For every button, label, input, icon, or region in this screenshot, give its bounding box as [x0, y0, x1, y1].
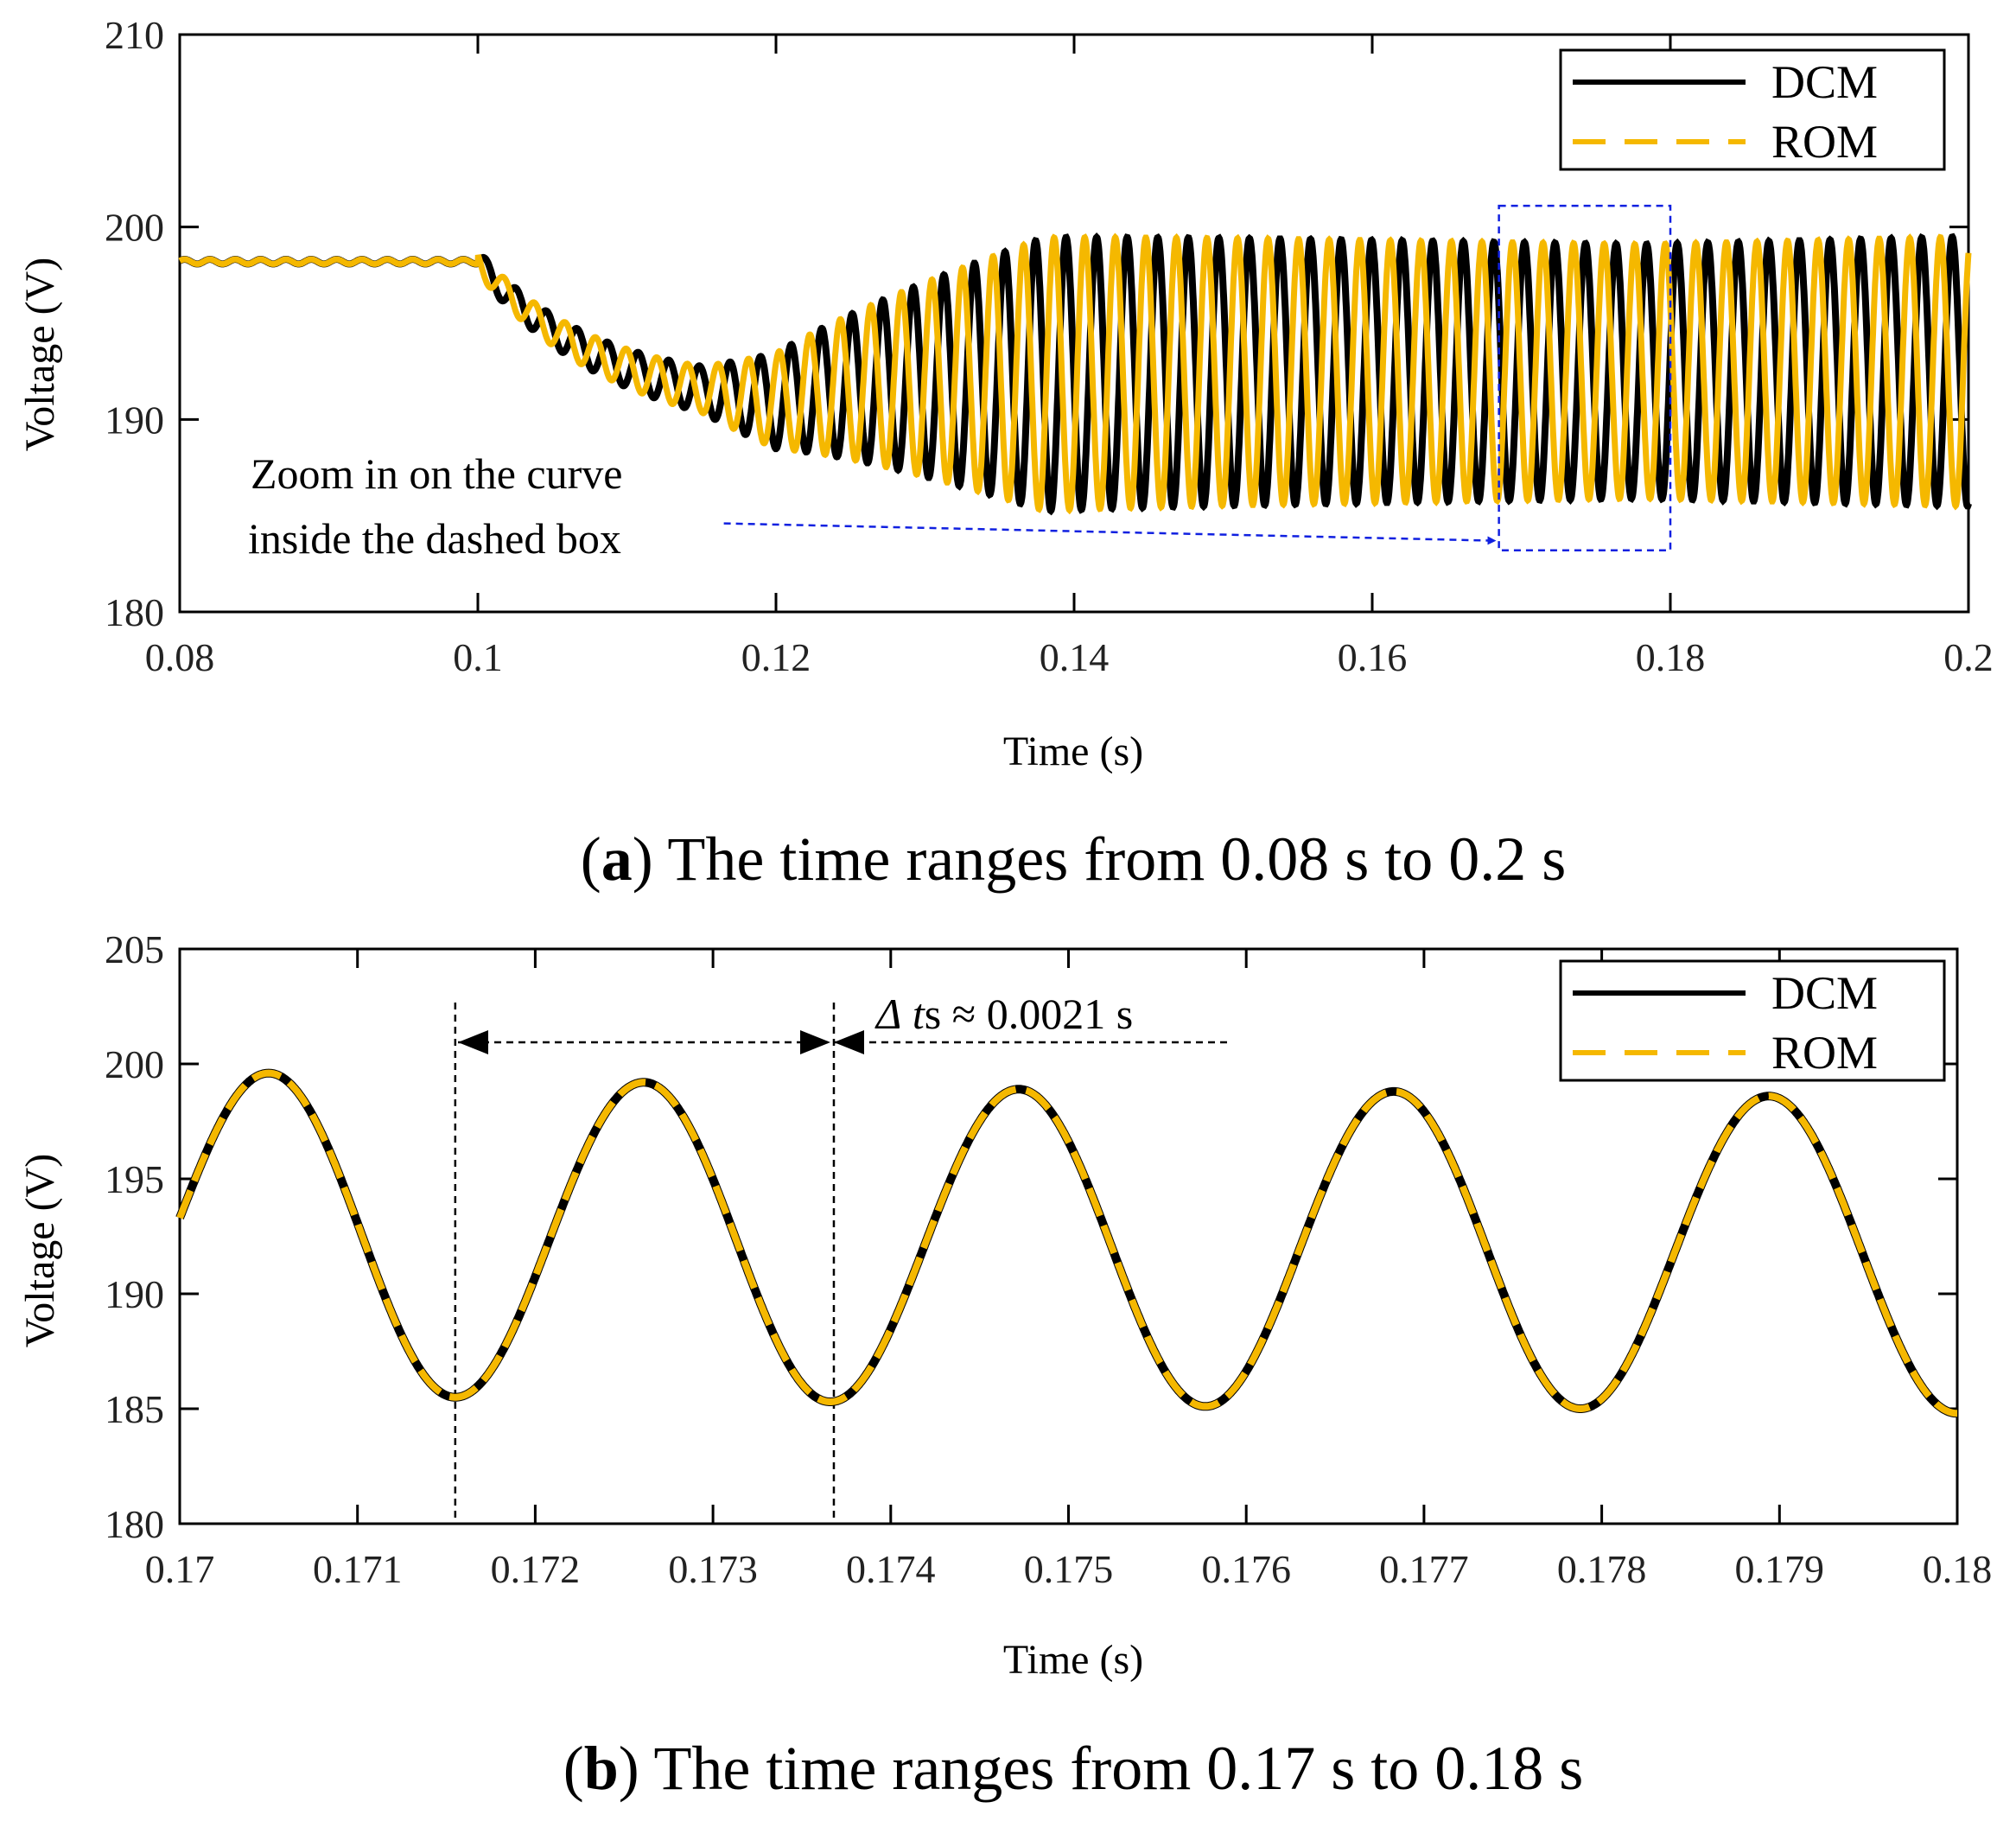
x-tick-label: 0.179: [1735, 1547, 1825, 1591]
x-tick-labels-b: 0.17 0.171 0.172 0.173 0.174 0.175 0.176 0.177 0…: [145, 1547, 1993, 1591]
delta-t-annotation: Δ ts ≈ 0.0021 s: [874, 990, 1133, 1038]
x-tick-label: 0.1: [453, 635, 503, 679]
y-tick-labels-a: 180 190 200 210: [105, 13, 164, 634]
legend-label-dcm-a: DCM: [1771, 56, 1878, 108]
approx-symbol: ≈: [952, 990, 976, 1038]
delta-t-subscript: s: [925, 990, 941, 1038]
x-tick-label: 0.2: [1943, 635, 1994, 679]
y-tick-label: 200: [105, 206, 164, 250]
delta-t-symbol: t: [913, 990, 925, 1038]
x-tick-label: 0.178: [1557, 1547, 1647, 1591]
x-tick-label: 0.173: [668, 1547, 758, 1591]
y-tick-label: 180: [105, 590, 164, 634]
caption-text-a: The time ranges from 0.08 s to 0.2 s: [667, 825, 1566, 894]
caption-b: (b) The time ranges from 0.17 s to 0.18 …: [563, 1734, 1584, 1803]
chart-panel-a: 0.08 0.1 0.12 0.14 0.16 0.18 0.2 180190200210 …: [17, 13, 1994, 894]
y-tick-label: 210: [105, 13, 164, 57]
x-tick-label: 0.175: [1024, 1547, 1114, 1591]
series-line-rom-b: [176, 1069, 1957, 1417]
x-tick-label: 0.14: [1040, 635, 1110, 679]
y-axis-label-a: Voltage (V): [17, 258, 63, 451]
caption-text-b: The time ranges from 0.17 s to 0.18 s: [653, 1734, 1583, 1803]
x-tick-label: 0.17: [145, 1547, 215, 1591]
legend-box-b: [1559, 959, 1946, 1082]
y-tick-label: 180: [105, 1502, 164, 1546]
zoom-annotation-line-2: inside the dashed box: [248, 514, 621, 563]
x-tick-label: 0.16: [1338, 635, 1408, 679]
arrow-head-left: [458, 1030, 488, 1054]
x-tick-labels-a: 0.08 0.1 0.12 0.14 0.16 0.18 0.2: [145, 635, 1994, 679]
series-line-dcm-b: [175, 1068, 1957, 1418]
caption-label-b: b: [584, 1734, 619, 1803]
legend-label-rom-b: ROM: [1771, 1027, 1878, 1079]
x-axis-label-a: Time (s): [1003, 729, 1143, 774]
x-tick-label: 0.18: [1923, 1547, 1993, 1591]
x-tick-label: 0.174: [846, 1547, 936, 1591]
y-tick-label: 190: [105, 398, 164, 442]
period-dimension-arrow: [458, 1030, 1231, 1054]
delta-symbol: Δ: [874, 990, 901, 1038]
arrow-head-mid-in: [800, 1030, 830, 1054]
y-tick-label: 205: [105, 927, 164, 971]
zoom-annotation-line-1: Zoom in on the curve: [251, 449, 622, 498]
x-tick-label: 0.08: [145, 635, 215, 679]
x-tick-label: 0.12: [741, 635, 811, 679]
legend-b: DCM ROM: [1559, 959, 1946, 1082]
chart-panel-b: 0.17 0.171 0.172 0.173 0.174 0.175 0.176 0.177 0…: [17, 927, 1992, 1803]
legend-label-rom-a: ROM: [1771, 116, 1878, 168]
caption-label-a: a: [601, 825, 633, 894]
legend-box-a: [1559, 48, 1946, 171]
y-tick-labels-b: 180 185 190 195 200 205: [105, 927, 164, 1546]
axis-ticks-a: [178, 33, 1970, 614]
delta-t-value: 0.0021 s: [987, 990, 1133, 1038]
x-axis-label-b: Time (s): [1003, 1637, 1143, 1683]
x-tick-label: 0.177: [1379, 1547, 1469, 1591]
y-tick-label: 200: [105, 1042, 164, 1086]
x-tick-label: 0.172: [491, 1547, 581, 1591]
y-tick-label: 195: [105, 1157, 164, 1201]
zoom-arrow: [723, 522, 1497, 545]
caption-a: (a) The time ranges from 0.08 s to 0.2 s: [581, 825, 1567, 894]
legend-a: DCM ROM: [1559, 48, 1946, 171]
arrow-head-mid-out: [834, 1030, 864, 1054]
legend-label-dcm-b: DCM: [1771, 967, 1878, 1019]
y-axis-label-b: Voltage (V): [17, 1154, 63, 1347]
x-tick-label: 0.18: [1636, 635, 1706, 679]
zoom-box: [1498, 204, 1672, 551]
y-tick-label: 185: [105, 1387, 164, 1431]
y-tick-label: 190: [105, 1272, 164, 1316]
x-tick-label: 0.176: [1201, 1547, 1291, 1591]
x-tick-label: 0.171: [313, 1547, 403, 1591]
